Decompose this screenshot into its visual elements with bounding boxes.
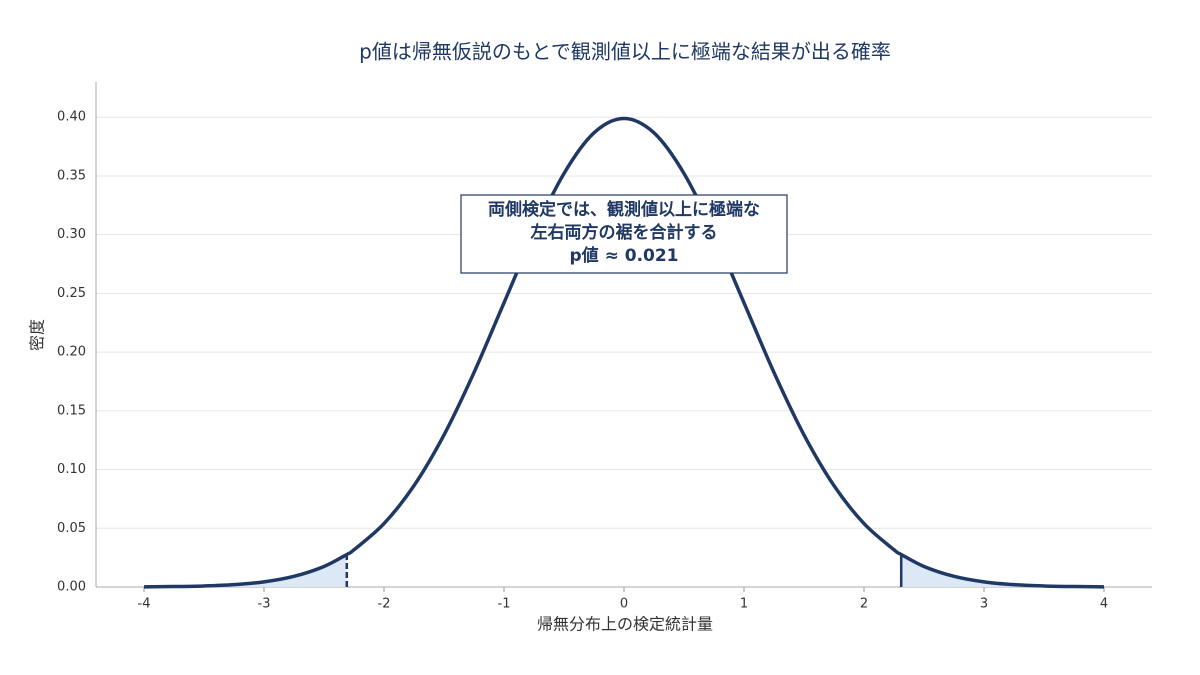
x-tick-label: 2 [860,597,868,612]
x-tick-label: -1 [498,597,511,612]
density-curve [143,116,1105,589]
x-tick-label: 3 [980,597,988,612]
y-axis-label: 密度 [28,319,47,351]
y-tick-label: 0.00 [57,580,86,595]
y-tick-label: 0.30 [57,227,86,242]
x-tick-label: -2 [378,597,391,612]
y-tick-label: 0.35 [57,168,86,183]
x-tick-label: 4 [1100,597,1108,612]
tail-area [144,118,1104,587]
annotation-text: p値 ≈ 0.021 [569,245,678,266]
chart-title: p値は帰無仮説のもとで観測値以上に極端な結果が出る確率 [359,40,891,64]
y-tick-label: 0.10 [57,462,86,477]
annotation-box [460,194,788,274]
x-axis-label: 帰無分布上の検定統計量 [537,615,713,634]
y-tick-label: 0.40 [57,110,86,125]
x-tick-label: 0 [620,597,628,612]
y-tick-label: 0.25 [57,286,86,301]
y-tick-label: 0.20 [57,345,86,360]
x-tick-label: 1 [740,597,748,612]
y-tick-label: 0.05 [57,521,86,536]
annotation-text: 両側検定では、観測値以上に極端な [488,199,760,220]
x-tick-label: -3 [258,597,271,612]
y-tick-label: 0.15 [57,403,86,418]
x-tick-label: -4 [138,597,151,612]
annotation-text: 左右両方の裾を合計する [531,222,718,243]
